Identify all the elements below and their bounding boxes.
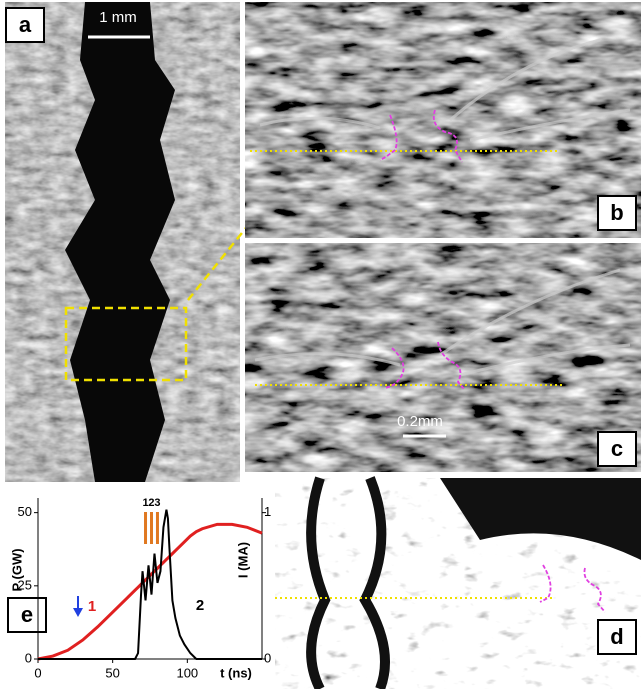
- y2-tick-label: 1: [264, 504, 271, 519]
- panel-label: c: [611, 436, 623, 461]
- scale-text: 0.2mm: [397, 413, 443, 430]
- series-line: [38, 524, 262, 659]
- image-c: [245, 243, 641, 472]
- x-tick-label: 50: [105, 665, 119, 680]
- y-tick-label: 0: [25, 650, 32, 665]
- panel-b: b: [245, 2, 641, 238]
- figure: a 1 mm b 0.2mm c d e P: [0, 0, 641, 689]
- y-tick-label: 25: [18, 577, 32, 592]
- x-tick-label: 100: [176, 665, 198, 680]
- panel-a: a 1 mm: [5, 2, 270, 482]
- x-tick-label: 0: [34, 665, 41, 680]
- series-label: 1: [88, 598, 96, 615]
- series-label: 2: [196, 597, 204, 614]
- y2-tick-label: 0: [264, 650, 271, 665]
- y-tick-label: 50: [18, 504, 32, 519]
- panel-label: d: [610, 624, 623, 649]
- panel-label: b: [610, 200, 623, 225]
- panel-c: 0.2mm c: [245, 243, 641, 472]
- image-b: [245, 2, 641, 238]
- panel-d: d: [275, 478, 641, 689]
- x-axis-title: t (ns): [220, 665, 252, 680]
- panel-label: e: [21, 602, 33, 627]
- marker-label: 3: [154, 497, 160, 509]
- y2-axis-title: I (MA): [235, 542, 250, 578]
- panel-label: a: [19, 12, 32, 37]
- arrow-head: [73, 608, 83, 617]
- scale-text: 1 mm: [99, 9, 137, 26]
